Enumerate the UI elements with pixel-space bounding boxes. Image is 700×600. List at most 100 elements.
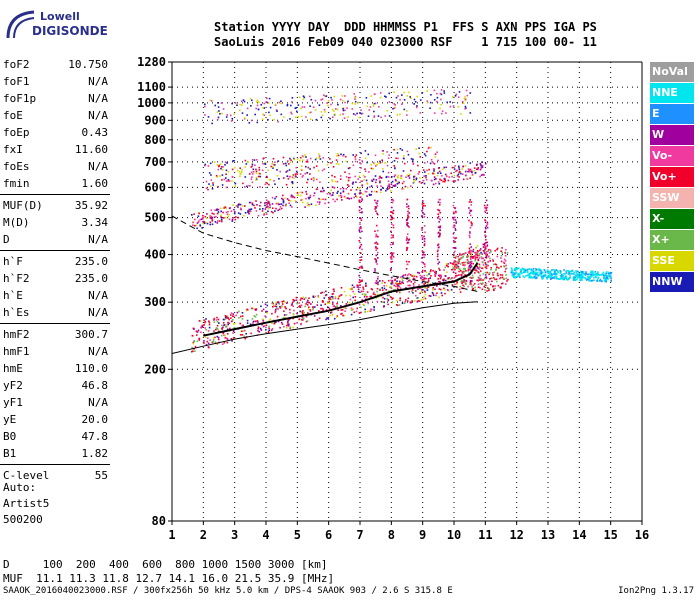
echo-dot [230,314,232,316]
echo-dot [417,288,419,290]
echo-dot [228,318,230,321]
echo-dot [580,274,582,276]
echo-dot [421,238,424,241]
echo-dot [238,170,241,173]
echo-dot [485,227,487,230]
echo-dot [383,287,386,290]
echo-dot [532,267,535,270]
echo-dot [213,330,215,332]
echo-dot [333,317,336,320]
echo-dot [485,276,487,278]
echo-dot [278,101,281,104]
echo-dot [433,163,436,165]
echo-dot [228,180,231,182]
echo-dot [216,222,219,224]
echo-dot [408,173,411,176]
echo-dot [481,253,483,255]
echo-dot [248,201,251,204]
echo-dot [419,177,421,179]
echo-dot [360,180,362,182]
echo-dot [234,167,236,169]
echo-dot [407,277,410,279]
echo-dot [440,112,443,115]
echo-dot [438,274,440,277]
echo-dot [461,282,463,285]
echo-dot [269,106,272,109]
echo-dot [461,100,464,103]
echo-dot [474,289,477,291]
echo-dot [245,332,247,335]
echo-dot [223,324,225,327]
legend-item-nne: NNE [650,83,694,103]
echo-dot [269,179,272,181]
echo-dot [345,160,347,163]
echo-dot [221,174,224,176]
echo-dot [272,167,274,169]
echo-dot [476,279,478,282]
echo-dot [249,323,252,325]
echo-dot [364,311,366,313]
echo-dot [222,166,224,168]
echo-dot [340,313,342,315]
echo-dot [497,284,500,287]
param-value: N/A [88,75,108,88]
echo-dot [357,101,359,104]
echo-dot [394,166,396,169]
echo-dot [406,236,408,238]
echo-dot [421,215,423,217]
echo-dot [414,179,416,181]
echo-dot [279,305,281,308]
echo-dot [302,319,304,321]
echo-dot [218,110,220,112]
echo-dot [452,232,455,235]
echo-dot [439,275,442,278]
echo-dot [424,231,426,234]
echo-dot [421,275,423,278]
echo-dot [443,287,445,290]
echo-dot [225,207,227,210]
echo-dot [259,205,261,207]
echo-dot [398,283,400,286]
echo-dot [358,267,361,269]
legend-item-x: X- [650,209,694,229]
echo-dot [393,284,396,287]
echo-dot [517,274,520,277]
echo-dot [294,175,297,177]
echo-dot [319,198,321,201]
echo-dot [457,179,459,181]
echo-dot [514,267,517,269]
echo-dot [482,279,484,281]
echo-dot [596,278,599,281]
echo-dot [325,318,327,321]
echo-dot [423,243,426,245]
echo-dot [455,267,458,269]
echo-dot [239,103,241,106]
echo-dot [485,266,487,268]
echo-dot [283,325,285,328]
echo-dot [273,304,276,307]
echo-dot [211,218,214,220]
echo-dot [403,302,406,304]
echo-dot [437,159,439,162]
echo-dot [207,116,210,118]
echo-dot [528,276,530,279]
echo-dot [209,216,212,219]
echo-dot [301,312,304,315]
y-tick-label: 900 [144,113,166,127]
echo-dot [391,211,393,213]
echo-dot [392,297,394,299]
echo-dot [550,273,553,275]
echo-dot [455,222,457,224]
param-key: foEs [3,160,30,173]
echo-dot [484,266,486,268]
echo-dot [320,111,323,113]
echo-dot [456,169,458,172]
echo-dot [262,308,265,311]
echo-dot [285,171,288,173]
echo-dot [302,296,304,299]
echo-dot [226,337,228,340]
echo-dot [385,96,387,98]
echo-dot [420,299,423,301]
echo-dot [296,110,298,113]
echo-dot [400,174,403,177]
